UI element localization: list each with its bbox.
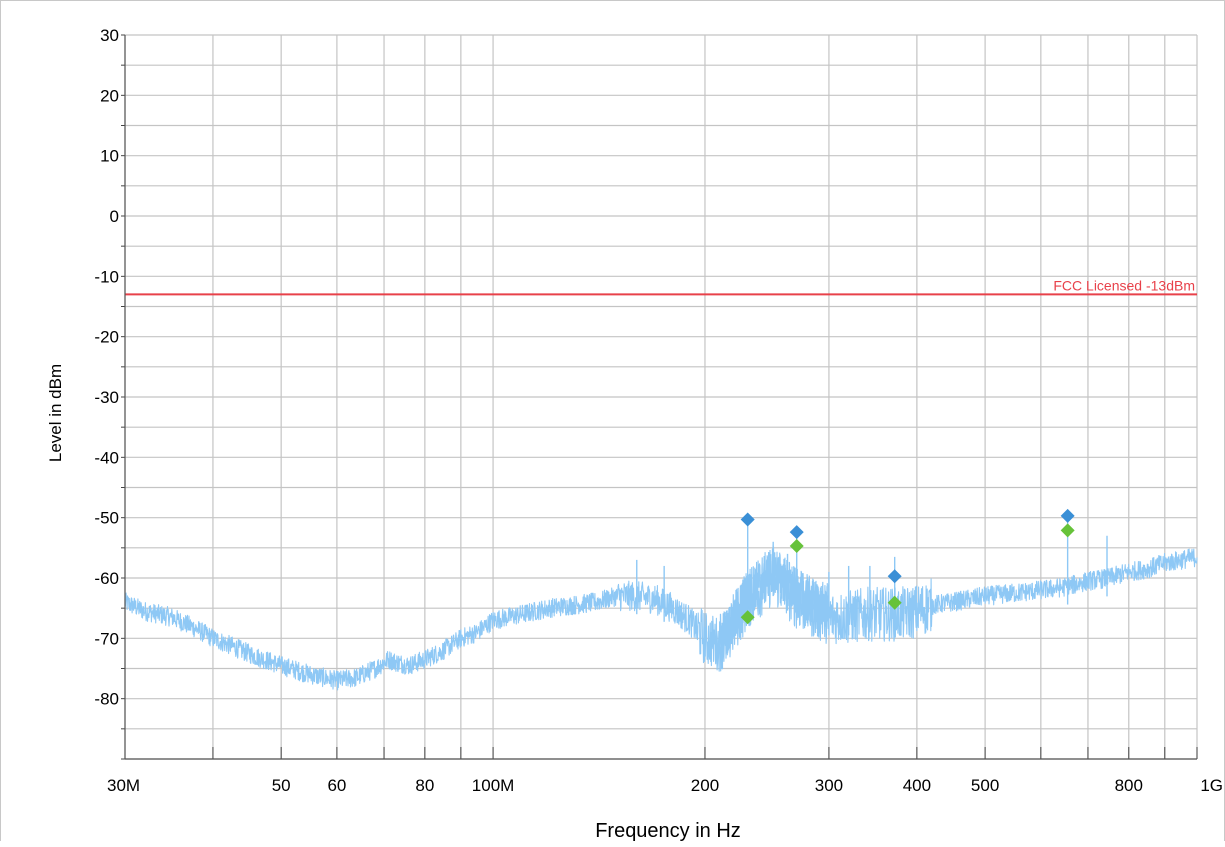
x-tick-label: 500 (971, 776, 999, 795)
axes: 30M 50 60 80 100M 200 300 400 500 800 1G 30 20 10 0 -10… (94, 26, 1223, 795)
markers (740, 508, 1075, 625)
x-axis-label: Frequency in Hz (595, 820, 741, 842)
x-tick-label: 200 (691, 776, 719, 795)
y-tick-label: -70 (94, 629, 119, 648)
x-tick-label: 60 (327, 776, 346, 795)
y-axis-label: Level in dBm (46, 364, 65, 462)
x-tick-label: 1G (1200, 776, 1223, 795)
peak-marker (740, 512, 755, 527)
x-tick-label: 50 (272, 776, 291, 795)
y-tick-label: 20 (100, 86, 119, 105)
x-tick-label: 30M (107, 776, 140, 795)
y-tick-label: 30 (100, 26, 119, 45)
x-tick-label: 80 (415, 776, 434, 795)
y-tick-label: 10 (100, 147, 119, 166)
y-tick-label: -40 (94, 448, 119, 467)
peak-marker (740, 610, 755, 625)
peak-marker (1060, 523, 1075, 538)
peak-marker (789, 539, 804, 554)
limit-line-label: FCC Licensed -13dBm (1053, 277, 1195, 293)
y-tick-label: -50 (94, 509, 119, 528)
x-tick-label: 100M (472, 776, 515, 795)
trace-area (124, 517, 1198, 691)
limit-line-group: FCC Licensed -13dBm (125, 277, 1197, 296)
peak-marker (887, 595, 902, 610)
spectrum-trace (124, 548, 1198, 691)
y-tick-label: -30 (94, 388, 119, 407)
peak-marker (1060, 508, 1075, 523)
peak-marker (789, 525, 804, 540)
y-tick-label: 0 (110, 207, 119, 226)
peak-marker (887, 569, 902, 584)
x-tick-label: 300 (815, 776, 843, 795)
x-tick-label: 800 (1115, 776, 1143, 795)
spectrum-trace-band (719, 544, 830, 657)
x-tick-label: 400 (903, 776, 931, 795)
y-tick-label: -60 (94, 569, 119, 588)
y-tick-label: -80 (94, 690, 119, 709)
y-tick-label: -20 (94, 328, 119, 347)
y-tick-label: -10 (94, 267, 119, 286)
grid (124, 34, 1198, 760)
